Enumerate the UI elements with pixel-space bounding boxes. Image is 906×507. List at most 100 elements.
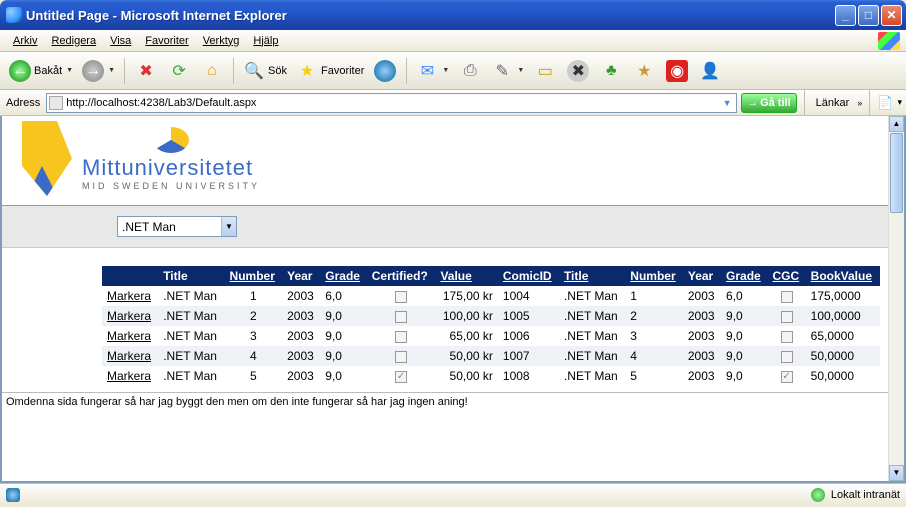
forward-button[interactable]: →▼: [79, 56, 118, 86]
cell-title1: .NET Man: [158, 306, 224, 326]
cell-cert: [367, 366, 436, 386]
cell-number1: 5: [225, 366, 283, 386]
menu-arkiv[interactable]: Arkiv: [6, 33, 44, 49]
cell-title2: .NET Man: [559, 346, 625, 366]
cell-grade1: 9,0: [320, 306, 366, 326]
col-bookvalue[interactable]: BookValue: [806, 266, 880, 286]
cell-value: 50,00 kr: [435, 366, 497, 386]
menu-verktyg[interactable]: Verktyg: [196, 33, 247, 49]
minimize-button[interactable]: _: [835, 5, 856, 26]
data-grid: Title Number Year Grade Certified? Value…: [102, 266, 880, 386]
logo-swirl-icon: [153, 127, 189, 153]
menu-hjalp[interactable]: Hjälp: [246, 33, 285, 49]
edit-button[interactable]: ✎▼: [488, 56, 527, 86]
checkbox-icon: [781, 311, 793, 323]
checkbox-icon: [395, 291, 407, 303]
cell-comicid: 1004: [498, 286, 559, 306]
markera-link[interactable]: Markera: [107, 309, 151, 323]
extra3-button[interactable]: ★: [629, 56, 659, 86]
stop-button[interactable]: ✖: [131, 56, 161, 86]
cell-cert: [367, 326, 436, 346]
col-title2[interactable]: Title: [559, 266, 625, 286]
markera-link[interactable]: Markera: [107, 289, 151, 303]
ie-icon: [6, 7, 22, 23]
col-cert[interactable]: Certified?: [367, 266, 436, 286]
markera-link[interactable]: Markera: [107, 349, 151, 363]
cell-year2: 2003: [683, 346, 721, 366]
col-comicid[interactable]: ComicID: [498, 266, 559, 286]
col-year1[interactable]: Year: [282, 266, 320, 286]
markera-link[interactable]: Markera: [107, 369, 151, 383]
checkbox-icon: [395, 331, 407, 343]
checkbox-icon: [395, 371, 407, 383]
menu-favoriter[interactable]: Favoriter: [138, 33, 195, 49]
cell-bookvalue: 50,0000: [806, 346, 880, 366]
back-button[interactable]: ←Bakåt▼: [6, 56, 76, 86]
cell-bookvalue: 65,0000: [806, 326, 880, 346]
grid-wrap: Title Number Year Grade Certified? Value…: [2, 248, 888, 390]
mail-button[interactable]: ✉▼: [413, 56, 452, 86]
extra2-button[interactable]: ♣: [596, 56, 626, 86]
url-dropdown-icon[interactable]: ▼: [720, 98, 734, 108]
scroll-thumb[interactable]: [890, 133, 903, 213]
col-number2[interactable]: Number: [625, 266, 683, 286]
menu-visa[interactable]: Visa: [103, 33, 138, 49]
cell-grade2: 9,0: [721, 366, 767, 386]
col-markera: [102, 266, 158, 286]
scroll-down-icon[interactable]: ▼: [889, 465, 904, 481]
zone-label: Lokalt intranät: [831, 489, 900, 501]
col-grade1[interactable]: Grade: [320, 266, 366, 286]
favorites-button[interactable]: ★Favoriter: [293, 56, 367, 86]
col-grade2[interactable]: Grade: [721, 266, 767, 286]
extra4-button[interactable]: ◉: [662, 56, 692, 86]
cell-cert: [367, 346, 436, 366]
extra-chevron-icon[interactable]: ▾: [897, 97, 902, 108]
links-button[interactable]: Länkar: [812, 97, 854, 109]
cell-comicid: 1008: [498, 366, 559, 386]
statusbar: Lokalt intranät: [0, 483, 906, 505]
extra1-button[interactable]: ✖: [563, 56, 593, 86]
dropdown-selected: .NET Man: [122, 220, 176, 234]
refresh-button[interactable]: ⟳: [164, 56, 194, 86]
checkbox-icon: [395, 351, 407, 363]
cell-comicid: 1005: [498, 306, 559, 326]
col-title1[interactable]: Title: [158, 266, 224, 286]
discuss-button[interactable]: ▭: [530, 56, 560, 86]
content-area: Mittuniversitetet MID SWEDEN UNIVERSITY …: [0, 116, 906, 483]
home-button[interactable]: ⌂: [197, 56, 227, 86]
markera-link[interactable]: Markera: [107, 329, 151, 343]
col-value[interactable]: Value: [435, 266, 497, 286]
cell-grade2: 9,0: [721, 346, 767, 366]
history-button[interactable]: [370, 56, 400, 86]
close-button[interactable]: ✕: [881, 5, 902, 26]
cell-number2: 2: [625, 306, 683, 326]
url-text: http://localhost:4238/Lab3/Default.aspx: [66, 97, 720, 109]
links-chevron-icon[interactable]: »: [857, 98, 862, 108]
maximize-button[interactable]: □: [858, 5, 879, 26]
cell-year1: 2003: [282, 306, 320, 326]
logo-shape-icon: [22, 121, 72, 196]
scrollbar-vertical[interactable]: ▲ ▼: [888, 116, 904, 481]
cell-number2: 1: [625, 286, 683, 306]
cell-value: 65,00 kr: [435, 326, 497, 346]
pdf-icon[interactable]: 📄: [877, 95, 893, 111]
cell-title1: .NET Man: [158, 286, 224, 306]
url-box[interactable]: http://localhost:4238/Lab3/Default.aspx …: [46, 93, 737, 113]
go-button[interactable]: → Gå till: [741, 93, 797, 113]
cell-title2: .NET Man: [559, 326, 625, 346]
scroll-up-icon[interactable]: ▲: [889, 116, 904, 132]
cell-year1: 2003: [282, 366, 320, 386]
menu-redigera[interactable]: Redigera: [44, 33, 103, 49]
print-button[interactable]: ⎙: [455, 56, 485, 86]
col-number1[interactable]: Number: [225, 266, 283, 286]
cell-title2: .NET Man: [559, 306, 625, 326]
search-button[interactable]: 🔍Sök: [240, 56, 290, 86]
cell-value: 100,00 kr: [435, 306, 497, 326]
titlebar: Untitled Page - Microsoft Internet Explo…: [0, 0, 906, 30]
col-year2[interactable]: Year: [683, 266, 721, 286]
col-cgc[interactable]: CGC: [768, 266, 806, 286]
menubar: Arkiv Redigera Visa Favoriter Verktyg Hj…: [0, 30, 906, 52]
messenger-button[interactable]: 👤: [695, 56, 725, 86]
cell-number2: 4: [625, 346, 683, 366]
comic-dropdown[interactable]: .NET Man ▼: [117, 216, 237, 237]
